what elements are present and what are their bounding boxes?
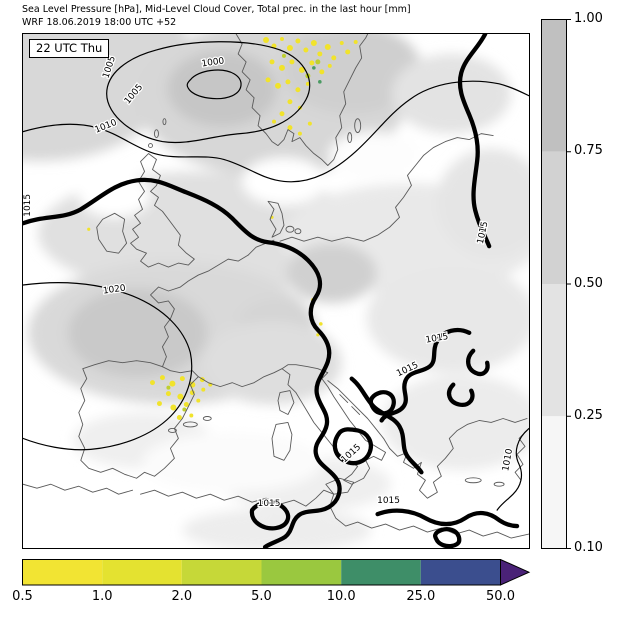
precipitation-layer bbox=[87, 37, 358, 420]
precip-colorbar-segment bbox=[341, 559, 421, 585]
precip-colorbar-segment bbox=[420, 559, 501, 585]
cloud-colorbar-tick-label: 0.10 bbox=[574, 540, 603, 555]
precip-colorbar bbox=[22, 559, 531, 586]
precip-colorbar-tick-label: 25.0 bbox=[406, 589, 436, 604]
precip-colorbar-tick-label: 5.0 bbox=[251, 589, 272, 604]
isobar-thick-layer bbox=[23, 34, 520, 548]
precip-colorbar-tick-label: 1.0 bbox=[91, 589, 113, 604]
precip-colorbar-segment bbox=[102, 559, 182, 585]
precip-colorbar-tick-label: 0.5 bbox=[12, 589, 33, 604]
valid-time-box: 22 UTC Thu bbox=[29, 39, 110, 58]
valid-time-label: 22 UTC Thu bbox=[36, 41, 103, 55]
cloud-cover-layer bbox=[23, 34, 529, 548]
precip-colorbar-tick-label: 50.0 bbox=[486, 589, 515, 604]
precip-colorbar-tick-label: 10.0 bbox=[326, 589, 356, 604]
cloud-colorbar-segment bbox=[541, 416, 567, 549]
precip-colorbar-segment bbox=[261, 559, 342, 585]
cloud-colorbar-tick-label: 0.25 bbox=[574, 408, 603, 423]
precip-colorbar-overflow-arrow bbox=[500, 559, 531, 586]
figure-title-line1: Sea Level Pressure [hPa], Mid-Level Clou… bbox=[22, 4, 411, 15]
cloud-colorbar-segment bbox=[541, 19, 567, 152]
isobar-label-1020: 1020 bbox=[102, 283, 126, 296]
cloud-colorbar-tick-label: 1.00 bbox=[574, 11, 603, 26]
precip-colorbar-tick-label: 2.0 bbox=[171, 589, 193, 604]
cloud-colorbar-segment bbox=[541, 284, 567, 417]
precip-colorbar-segment bbox=[181, 559, 262, 585]
figure-title-line2: WRF 18.06.2019 18:00 UTC +52 bbox=[22, 17, 177, 28]
cloud-colorbar-tick-label: 0.50 bbox=[574, 276, 603, 291]
map-plot-area: 1000 1005 1005 1010 1015 1020 1015 1015 … bbox=[22, 33, 530, 549]
figure-title: Sea Level Pressure [hPa], Mid-Level Clou… bbox=[22, 3, 411, 29]
cloud-colorbar-ticks bbox=[566, 19, 571, 549]
coastline-layer bbox=[23, 34, 529, 539]
isobar-label-1015-bottom-right: 1015 bbox=[377, 496, 400, 506]
isobar-label-1015-bottom-center: 1015 bbox=[258, 499, 281, 509]
isobar-label-1000: 1000 bbox=[201, 56, 225, 69]
precip-colorbar-segment bbox=[22, 559, 103, 585]
isobar-label-1015-left: 1015 bbox=[23, 194, 33, 217]
cloud-colorbar-tick-label: 0.75 bbox=[574, 143, 603, 158]
cloud-cover-colorbar bbox=[541, 19, 571, 549]
isobar-thin-layer bbox=[23, 41, 529, 511]
cloud-colorbar-segment bbox=[541, 151, 567, 284]
weather-map: 1000 1005 1005 1010 1015 1020 1015 1015 … bbox=[23, 34, 529, 548]
